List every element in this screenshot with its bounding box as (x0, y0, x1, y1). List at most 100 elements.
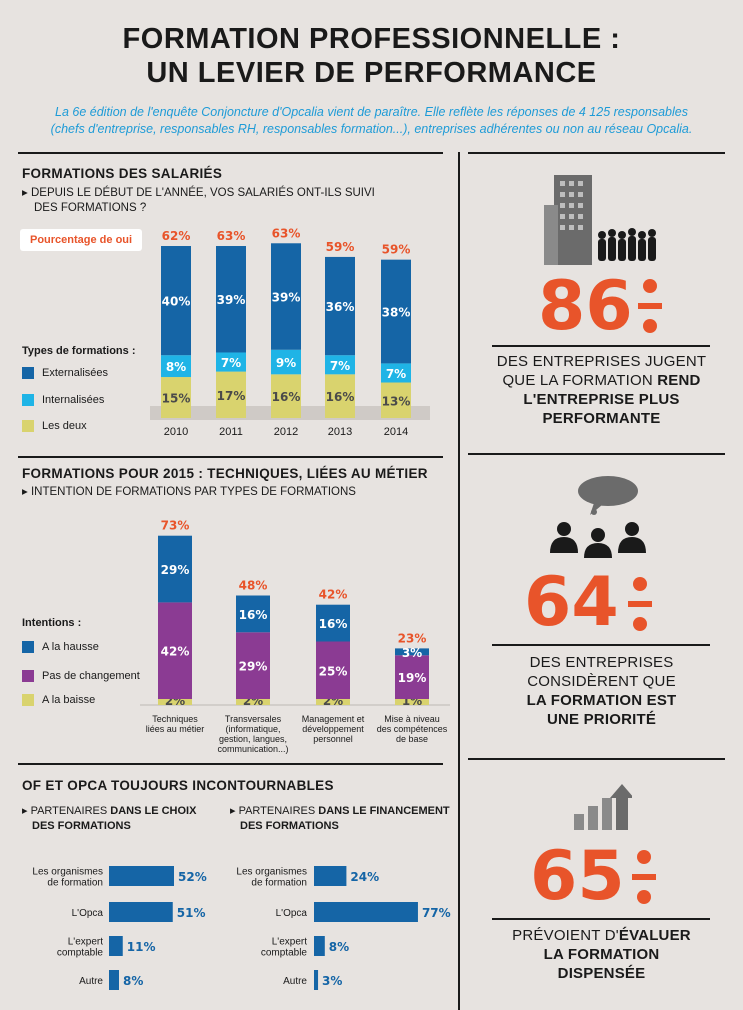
bar-segment (236, 632, 270, 699)
divider (492, 644, 710, 646)
data-label: 7% (221, 356, 241, 370)
section1-heading: FORMATIONS DES SALARIÉS (22, 166, 223, 181)
bar-segment (158, 699, 192, 705)
section3-left-heading: ▸ PARTENAIRES DANS LE CHOIX DES FORMATION… (22, 804, 196, 834)
bar-segment (271, 243, 301, 350)
stat1-value: 86 (538, 267, 633, 346)
bar-segment (381, 382, 411, 418)
y-tick-label: comptable (261, 948, 308, 959)
people-meeting-icon (550, 476, 646, 558)
stat2-line1: DES ENTREPRISES (529, 654, 674, 671)
stat2-value: 64 (524, 563, 619, 642)
total-label: 62% (162, 229, 191, 243)
bar-segment (325, 374, 355, 418)
total-label: 59% (326, 240, 355, 254)
legend-swatch (22, 367, 34, 379)
data-label: 29% (239, 660, 268, 674)
data-label: 8% (329, 940, 349, 954)
percentage-badge: Pourcentage de oui (20, 229, 143, 251)
data-label: 42% (161, 645, 190, 659)
total-label: 48% (239, 579, 268, 593)
total-label: 63% (272, 226, 301, 240)
data-label: 11% (127, 940, 156, 954)
legend-item-pas-de-changement: Pas de changement (22, 670, 140, 682)
stat1-line1: DES ENTREPRISES JUGENT (496, 353, 707, 370)
data-label: 77% (422, 906, 451, 920)
bar-segment (381, 259, 411, 364)
y-tick-label: L'Opca (72, 908, 104, 919)
y-tick-label: L'Opca (276, 908, 308, 919)
bar-segment (271, 374, 301, 418)
x-tick-label: de base (396, 734, 428, 744)
x-tick-label: 2014 (384, 426, 408, 438)
stat1-line2b: REND (657, 372, 701, 389)
divider (468, 758, 725, 760)
divider (492, 918, 710, 920)
y-tick-label: de formation (47, 878, 103, 889)
section1-subheading-2: DES FORMATIONS ? (34, 202, 147, 214)
stat1-text: DES ENTREPRISES JUGENT QUE LA FORMATION … (460, 352, 743, 428)
data-label: 29% (161, 563, 190, 577)
legend-swatch (22, 641, 34, 653)
legend-label: Internalisées (42, 394, 105, 406)
y-tick-label: Les organismes (236, 867, 307, 878)
x-tick-label: (informatique, (225, 724, 280, 734)
hbar (109, 936, 123, 956)
percent-icon (632, 849, 656, 914)
hbar (314, 902, 418, 922)
bar-segment (161, 246, 191, 356)
legend-label: Pas de changement (42, 670, 140, 682)
stat3-line3: DISPENSÉE (557, 965, 646, 982)
left-heading-bold: DANS LE CHOIX (110, 805, 197, 817)
x-tick-label: Techniques (152, 714, 198, 724)
stat3-line1a: PRÉVOIENT D' (512, 927, 619, 944)
x-tick-label: 2010 (164, 426, 188, 438)
y-tick-label: de formation (251, 878, 307, 889)
section3-heading: OF ET OPCA TOUJOURS INCONTOURNABLES (22, 778, 334, 793)
hbar (109, 866, 174, 886)
data-label: 3% (402, 646, 422, 660)
legend-item-internalisees: Internalisées (22, 394, 104, 406)
bar-segment (236, 595, 270, 633)
legend-label: Externalisées (42, 367, 109, 379)
x-tick-label: personnel (313, 734, 353, 744)
data-label: 13% (382, 394, 411, 408)
legend-swatch (22, 420, 34, 432)
growth-chart-icon (574, 784, 632, 830)
total-label: 23% (398, 631, 427, 645)
stat3-text: PRÉVOIENT D'ÉVALUER LA FORMATION DISPENS… (460, 926, 743, 983)
right-heading-bold: DANS LE FINANCEMENT (318, 805, 450, 817)
bar-segment (161, 377, 191, 418)
data-label: 16% (239, 608, 268, 622)
y-tick-label: L'expert (272, 937, 307, 948)
x-tick-label: développement (302, 724, 364, 734)
divider (492, 345, 710, 347)
y-tick-label: comptable (57, 948, 104, 959)
bar-segment (325, 355, 355, 375)
left-heading-bold-2: DES FORMATIONS (32, 820, 131, 832)
x-tick-label: 2012 (274, 426, 298, 438)
hbar (109, 902, 173, 922)
hbar (314, 866, 347, 886)
legend-label: A la baisse (42, 694, 96, 706)
legend-item-externalisees: Externalisées (22, 367, 108, 379)
y-tick-label: L'expert (68, 937, 103, 948)
x-tick-label: 2011 (219, 426, 243, 438)
x-tick-label: communication...) (217, 744, 288, 754)
divider (458, 152, 460, 1010)
section3-right-heading: ▸ PARTENAIRES DANS LE FINANCEMENT DES FOR… (230, 804, 450, 834)
hbar (314, 970, 319, 990)
bar-segment (161, 355, 191, 378)
legend-item-baisse: A la baisse (22, 694, 95, 706)
stat2-line3: LA FORMATION EST (526, 692, 677, 709)
legend-swatch (22, 670, 34, 682)
divider (468, 453, 725, 455)
stat2-line4: UNE PRIORITÉ (546, 711, 657, 728)
bar-segment (216, 246, 246, 353)
data-label: 25% (319, 664, 348, 678)
legend-swatch (22, 694, 34, 706)
data-label: 3% (322, 974, 342, 988)
legend-label: Les deux (42, 420, 87, 432)
bar-segment (236, 699, 270, 705)
left-heading-part: ▸ PARTENAIRES (22, 805, 111, 817)
